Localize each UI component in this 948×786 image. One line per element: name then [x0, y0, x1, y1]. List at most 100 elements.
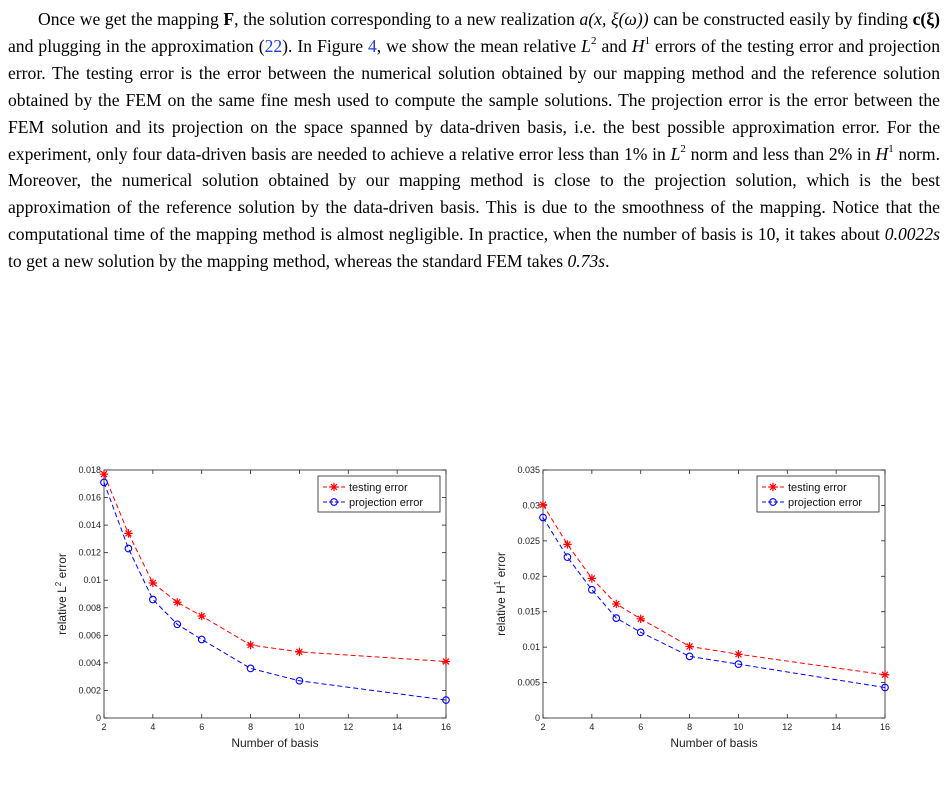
chart-l2-error: 2 4 6 8 10 12 14 16 0 0.002 0.004 0.006 0.008 0.01 0.0…	[48, 464, 468, 764]
legend-entry: testing error	[349, 482, 408, 494]
y-tick-label: 0.008	[78, 603, 101, 613]
body-paragraph: Once we get the mapping F, the solution …	[8, 9, 941, 272]
legend: testing error projection error	[317, 475, 441, 513]
data-point	[612, 614, 621, 622]
series-testing-error	[538, 500, 890, 679]
realization-expression: a(x, ξ(ω))	[579, 9, 649, 29]
y-tick-label: 0.02	[522, 571, 540, 581]
figure-ref-link[interactable]: 4	[368, 35, 377, 56]
series-line	[542, 517, 886, 689]
y-axis-label: relative L2 error	[54, 553, 69, 635]
mapping-time: 0.0022s	[884, 224, 940, 245]
x-tick-label: 4	[589, 722, 594, 732]
series-line	[542, 504, 886, 676]
y-tick-label: 0	[96, 713, 101, 723]
x-tick-label: 2	[101, 722, 106, 732]
series-projection-error	[100, 478, 450, 704]
x-tick-label: 6	[199, 722, 204, 732]
data-point	[99, 469, 109, 479]
data-point	[880, 670, 890, 679]
legend-entry: projection error	[349, 497, 423, 509]
data-point	[295, 647, 304, 657]
x-tick-label: 4	[150, 722, 155, 732]
y-tick-label: 0.025	[517, 536, 540, 546]
data-point	[734, 650, 743, 659]
x-tick-label: 16	[441, 722, 451, 732]
x-axis-label: Number of basis	[231, 736, 318, 750]
x-tick-label: 16	[880, 722, 890, 732]
y-tick-label: 0.016	[78, 493, 101, 503]
data-point	[148, 578, 158, 588]
data-point	[295, 676, 304, 685]
x-tick-label: 2	[540, 722, 545, 732]
data-point	[441, 657, 451, 666]
data-point	[124, 529, 133, 538]
y-tick-label: 0.018	[78, 465, 101, 475]
legend-entry: projection error	[788, 497, 862, 509]
data-point	[173, 598, 182, 607]
y-tick-label: 0.035	[517, 465, 540, 475]
data-point	[636, 628, 645, 637]
y-tick-label: 0.012	[78, 548, 101, 558]
y-tick-label: 0.002	[78, 685, 101, 695]
series-projection-error	[539, 513, 889, 692]
data-point	[197, 611, 206, 621]
y-tick-label: 0.014	[78, 520, 101, 530]
data-point	[563, 540, 572, 549]
legend-marker	[329, 482, 339, 492]
y-tick-label: 0	[535, 713, 540, 723]
data-point	[588, 585, 596, 594]
y-tick-label: 0.01	[83, 575, 101, 585]
data-point	[612, 599, 621, 609]
data-point	[149, 595, 157, 604]
y-tick-label: 0.01	[522, 642, 540, 652]
y-tick-label: 0.03	[522, 500, 540, 510]
equation-ref-link[interactable]: 22	[264, 35, 283, 56]
data-point	[197, 635, 206, 644]
data-point	[246, 640, 255, 650]
data-point	[587, 574, 597, 583]
x-tick-label: 6	[638, 722, 643, 732]
chart-h1-error: 2 4 6 8 10 12 14 16 0 0.005 0.01 0.015 0.02 0.025 0.03…	[487, 464, 907, 764]
series-testing-error	[99, 469, 451, 666]
x-axis-label: Number of basis	[670, 736, 757, 750]
x-tick-label: 8	[248, 722, 253, 732]
mapping-symbol: F	[223, 9, 235, 29]
legend-marker	[768, 482, 778, 492]
y-axis-label: relative H1 error	[493, 552, 508, 636]
data-point	[881, 683, 889, 692]
data-point	[538, 500, 548, 509]
series-line	[103, 473, 447, 663]
data-point	[173, 620, 182, 629]
fem-time: 0.73s	[567, 251, 606, 272]
y-tick-label: 0.005	[517, 678, 540, 688]
data-point	[539, 513, 547, 522]
legend-entry: testing error	[788, 482, 847, 494]
x-tick-label: 12	[343, 722, 353, 732]
data-point	[246, 664, 255, 673]
x-tick-label: 8	[687, 722, 692, 732]
figure-caption-cut	[0, 766, 948, 786]
legend-box	[756, 475, 880, 513]
data-point	[442, 696, 450, 704]
x-tick-label: 12	[782, 722, 792, 732]
y-tick-label: 0.015	[517, 607, 540, 617]
x-tick-label: 14	[831, 722, 841, 732]
legend-marker	[769, 498, 777, 506]
y-tick-label: 0.006	[78, 630, 101, 640]
x-tick-label: 10	[294, 722, 304, 732]
series-line	[103, 482, 447, 701]
data-point	[685, 642, 694, 651]
data-point	[685, 652, 694, 661]
x-tick-label: 10	[733, 722, 743, 732]
legend: testing error projection error	[756, 475, 880, 513]
legend-box	[317, 475, 441, 513]
coefficient-expression: c(ξ)	[912, 9, 940, 29]
data-point	[734, 660, 743, 668]
legend-marker	[330, 498, 338, 506]
data-point	[636, 614, 645, 623]
x-tick-label: 14	[392, 722, 402, 732]
data-point	[124, 544, 133, 553]
data-point	[563, 553, 572, 562]
y-tick-label: 0.004	[78, 658, 101, 668]
